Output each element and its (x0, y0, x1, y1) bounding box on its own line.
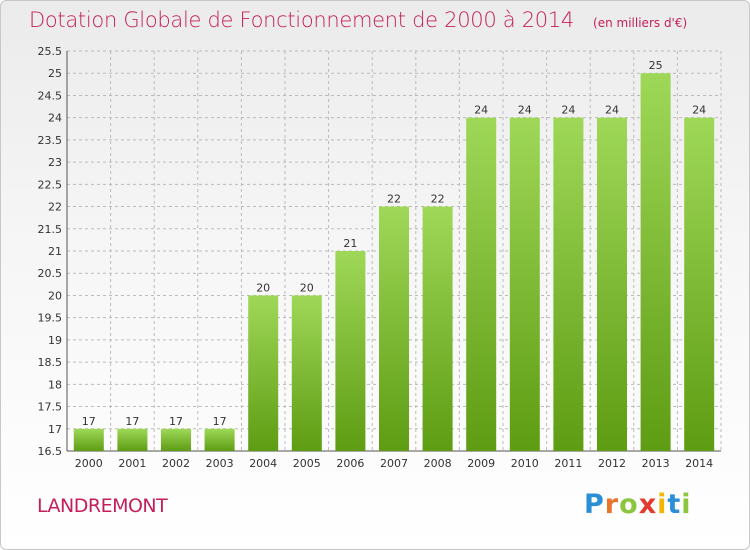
x-tick-label-2008: 2008 (424, 457, 452, 470)
value-label-2003: 17 (213, 415, 227, 428)
value-label-2014: 24 (692, 104, 706, 117)
bars (73, 73, 715, 452)
x-tick-label-2001: 2001 (118, 457, 146, 470)
commune-name: LANDREMONT (37, 495, 168, 517)
chart-title: Dotation Globale de Fonctionnement de 20… (29, 8, 687, 32)
bar-2012 (597, 117, 627, 452)
y-tick-label: 21 (48, 245, 62, 258)
bar-2014 (684, 117, 715, 452)
x-tick-label-2011: 2011 (554, 457, 582, 470)
value-label-2001: 17 (125, 415, 139, 428)
x-tick-label-2014: 2014 (685, 457, 713, 470)
x-tick-label-2005: 2005 (293, 457, 321, 470)
value-label-2009: 24 (474, 104, 488, 117)
y-tick-label: 22.5 (38, 178, 63, 191)
x-tick-label-2012: 2012 (598, 457, 626, 470)
y-tick-label: 18.5 (38, 356, 63, 369)
labels: 17 2000 17 2001 17 2002 17 2003 20 2004 20 2005 21 20… (75, 59, 713, 470)
y-tick-label: 25 (48, 67, 62, 80)
value-label-2006: 21 (343, 237, 357, 250)
x-tick-label-2000: 2000 (75, 457, 103, 470)
value-label-2012: 24 (605, 104, 619, 117)
bar-2010 (509, 117, 540, 452)
proxiti-logo: Proxiti (584, 489, 692, 520)
bar-2002 (161, 428, 191, 451)
y-tick-label: 19 (48, 334, 62, 347)
bar-2013 (640, 73, 671, 451)
x-tick-label-2010: 2010 (511, 457, 539, 470)
bar-2007 (379, 206, 409, 451)
x-tick-label-2003: 2003 (206, 457, 234, 470)
y-tick-label: 23.5 (38, 134, 63, 147)
value-label-2000: 17 (82, 415, 96, 428)
x-tick-label-2007: 2007 (380, 457, 408, 470)
y-tick-label: 22 (48, 201, 62, 214)
value-label-2011: 24 (561, 104, 575, 117)
y-tick-label: 19.5 (38, 312, 63, 325)
y-tick-label: 17 (48, 423, 62, 436)
bar-2003 (204, 428, 235, 451)
y-tick-label: 21.5 (38, 223, 63, 236)
x-tick-label-2006: 2006 (336, 457, 364, 470)
bar-2000 (73, 428, 104, 451)
value-label-2005: 20 (300, 281, 314, 294)
bar-2001 (117, 428, 148, 451)
chart-unit: (en milliers d'€) (593, 16, 688, 30)
y-tick-label: 20.5 (38, 267, 63, 280)
y-tick-label: 25.5 (38, 45, 63, 58)
value-label-2007: 22 (387, 193, 401, 206)
x-tick-label-2004: 2004 (249, 457, 277, 470)
value-label-2010: 24 (518, 104, 532, 117)
bar-2009 (466, 117, 497, 452)
y-tick-label: 23 (48, 156, 62, 169)
y-tick-label: 24 (48, 112, 62, 125)
chart-title-text: Dotation Globale de Fonctionnement de 20… (29, 8, 574, 32)
x-tick-label-2013: 2013 (642, 457, 670, 470)
y-tick-label: 17.5 (38, 401, 63, 414)
x-tick-label-2009: 2009 (467, 457, 495, 470)
value-label-2008: 22 (431, 193, 445, 206)
y-tick-label: 18 (48, 378, 62, 391)
value-label-2004: 20 (256, 281, 270, 294)
bar-2006 (335, 251, 366, 451)
y-tick-label: 20 (48, 289, 62, 302)
bar-2008 (422, 206, 453, 451)
bar-2004 (248, 295, 279, 451)
value-label-2013: 25 (649, 59, 663, 72)
value-label-2002: 17 (169, 415, 183, 428)
bar-2005 (291, 295, 322, 451)
bar-2011 (553, 117, 584, 452)
y-tick-label: 16.5 (38, 445, 63, 458)
x-tick-label-2002: 2002 (162, 457, 190, 470)
y-tick-label: 24.5 (38, 89, 63, 102)
